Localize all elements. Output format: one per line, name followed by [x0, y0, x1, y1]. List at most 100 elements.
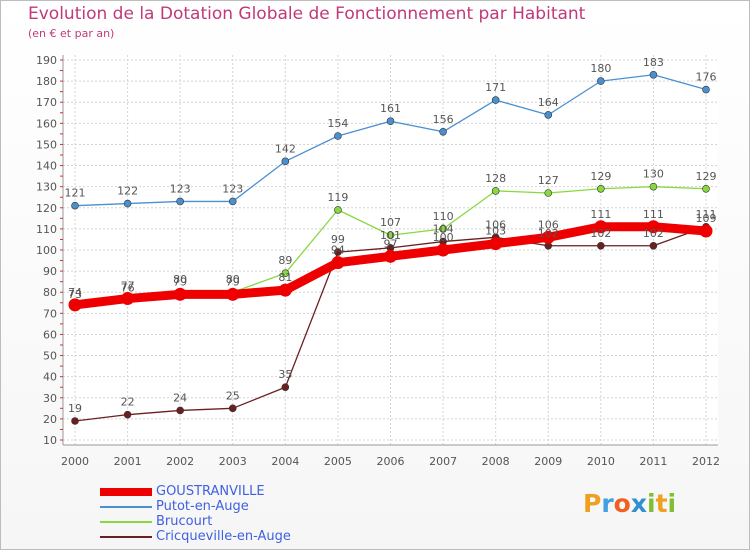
data-label-goustranville: 100 [433, 231, 454, 244]
data-label-brucourt: 119 [327, 191, 348, 204]
data-label-putot-en-auge: 121 [65, 187, 86, 200]
legend-item-goustranville: GOUSTRANVILLE [100, 484, 291, 499]
y-tick-label: 180 [36, 75, 57, 88]
y-tick-label: 150 [36, 138, 57, 151]
data-label-goustranville: 106 [538, 218, 559, 231]
data-point-brucourt [597, 184, 605, 193]
data-label-cricqueville-en-auge: 24 [173, 391, 187, 404]
data-label-cricqueville-en-auge: 22 [121, 396, 135, 409]
data-label-goustranville: 97 [384, 237, 398, 250]
y-tick-label: 110 [36, 223, 57, 236]
x-tick-label: 2000 [61, 455, 89, 468]
data-label-goustranville: 77 [121, 280, 135, 293]
data-label-brucourt: 89 [278, 254, 292, 267]
x-tick-label: 2007 [429, 455, 457, 468]
data-label-putot-en-auge: 180 [590, 62, 611, 75]
data-label-putot-en-auge: 142 [275, 142, 296, 155]
data-label-putot-en-auge: 156 [433, 113, 454, 126]
y-tick-label: 120 [36, 202, 57, 215]
data-label-cricqueville-en-auge: 102 [590, 227, 611, 240]
y-tick-label: 130 [36, 181, 57, 194]
data-label-putot-en-auge: 123 [222, 182, 243, 195]
logo-letter: t [655, 489, 668, 518]
x-tick-label: 2011 [639, 455, 667, 468]
chart-subtitle: (en € et par an) [28, 27, 115, 40]
x-tick-label: 2009 [534, 455, 562, 468]
data-label-brucourt: 76 [121, 282, 135, 295]
data-label-goustranville: 79 [226, 275, 240, 288]
data-label-cricqueville-en-auge: 106 [485, 218, 506, 231]
y-tick-label: 40 [43, 371, 57, 384]
logo-letter: x [630, 489, 647, 518]
data-label-putot-en-auge: 123 [170, 182, 191, 195]
data-label-brucourt: 110 [433, 210, 454, 223]
y-tick-label: 20 [43, 413, 57, 426]
data-point-brucourt [439, 225, 447, 233]
data-point-cricqueville-en-auge [649, 241, 658, 250]
data-label-goustranville: 74 [68, 286, 82, 299]
data-label-putot-en-auge: 171 [485, 81, 506, 94]
data-point-putot-en-auge [386, 117, 395, 126]
data-point-putot-en-auge [281, 157, 290, 166]
y-tick-label: 30 [43, 392, 57, 405]
y-tick-label: 90 [43, 265, 57, 278]
data-point-putot-en-auge [544, 111, 553, 119]
x-tick-label: 2001 [114, 455, 142, 468]
x-tick-label: 2005 [324, 455, 352, 468]
data-point-putot-en-auge [439, 127, 447, 136]
data-point-putot-en-auge [228, 197, 237, 206]
x-tick-label: 2003 [219, 455, 247, 468]
data-label-brucourt: 107 [380, 216, 401, 229]
legend-item-putot: Putot-en-Auge [100, 499, 291, 514]
data-label-cricqueville-en-auge: 104 [433, 223, 454, 236]
data-point-cricqueville-en-auge [281, 383, 290, 392]
data-label-brucourt: 127 [538, 174, 559, 187]
data-label-goustranville: 109 [696, 212, 717, 225]
series-layer [68, 70, 713, 425]
data-label-goustranville: 79 [173, 275, 187, 288]
data-point-cricqueville-en-auge [123, 410, 132, 419]
data-point-goustranville [331, 256, 345, 270]
data-label-brucourt: 73 [68, 288, 82, 301]
data-label-brucourt: 80 [173, 273, 187, 286]
x-tick-label: 2008 [482, 455, 510, 468]
y-tick-label: 80 [43, 286, 57, 299]
data-label-brucourt: 129 [590, 170, 611, 183]
y-tick-label: 190 [36, 54, 57, 67]
data-point-cricqueville-en-auge [176, 406, 184, 415]
data-point-goustranville [541, 230, 555, 244]
logo-letter: i [647, 489, 656, 518]
logo-letter: i [667, 489, 677, 518]
data-point-goustranville [436, 243, 450, 257]
y-tick-label: 10 [43, 434, 57, 447]
data-point-putot-en-auge [597, 77, 605, 85]
legend-label-brucourt: Brucourt [156, 514, 213, 529]
data-label-brucourt: 128 [485, 172, 506, 185]
x-tick-label: 2012 [692, 455, 720, 468]
logo-letter: o [613, 489, 631, 518]
data-label-cricqueville-en-auge: 35 [278, 368, 292, 381]
data-label-cricqueville-en-auge: 111 [696, 208, 717, 221]
data-point-goustranville [173, 287, 187, 301]
data-label-brucourt: 129 [696, 170, 717, 183]
legend-label-cricqueville: Cricqueville-en-Auge [156, 529, 291, 544]
y-tick-label: 50 [43, 350, 57, 363]
data-point-goustranville [384, 249, 397, 263]
data-label-cricqueville-en-auge: 102 [643, 227, 664, 240]
data-label-goustranville: 81 [278, 271, 292, 284]
legend-swatch-putot [100, 505, 152, 508]
data-point-brucourt [649, 182, 658, 191]
data-point-brucourt [281, 269, 290, 278]
data-label-cricqueville-en-auge: 25 [226, 389, 240, 402]
legend: GOUSTRANVILLE Putot-en-Auge Brucourt Cri… [100, 484, 291, 544]
x-tick-label: 2010 [587, 455, 615, 468]
data-point-cricqueville-en-auge [71, 417, 79, 425]
x-tick-label: 2002 [166, 455, 194, 468]
data-label-goustranville: 111 [643, 208, 664, 221]
data-label-cricqueville-en-auge: 101 [380, 229, 401, 242]
data-label-brucourt: 130 [643, 168, 664, 181]
data-point-putot-en-auge [702, 85, 710, 94]
y-tick-label: 100 [36, 244, 57, 257]
data-point-goustranville [121, 292, 135, 306]
